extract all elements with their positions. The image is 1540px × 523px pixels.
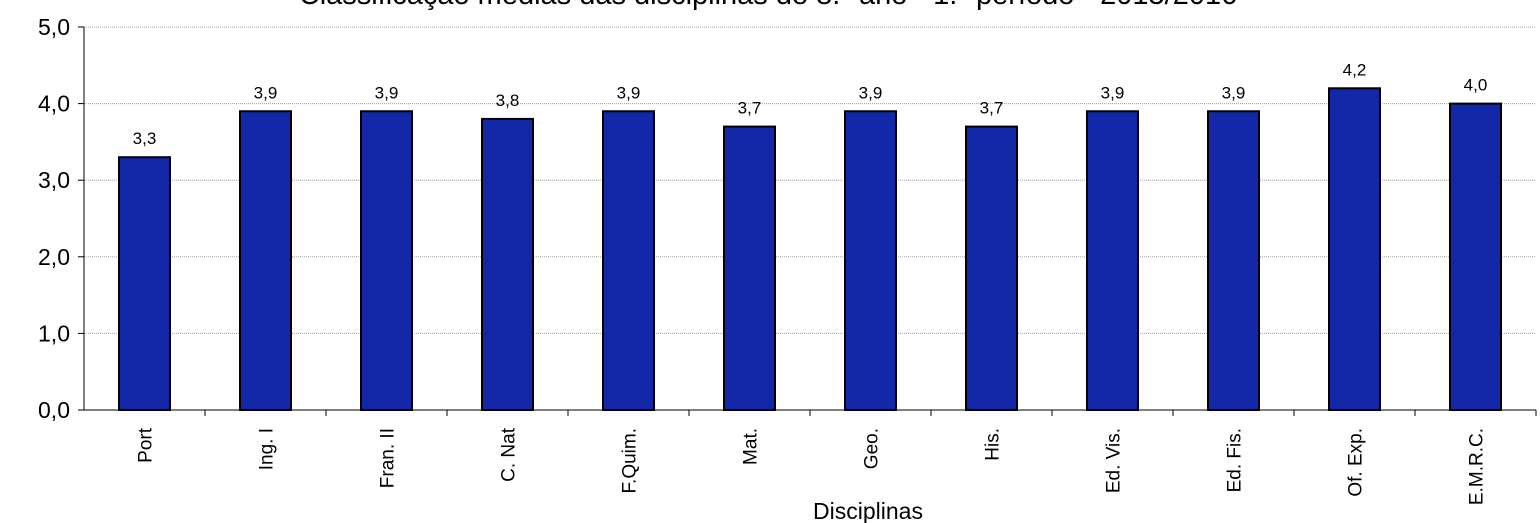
data-label: 3,9 — [859, 83, 883, 102]
x-tick-label: Ing. I — [257, 428, 278, 470]
x-tick-label: Geo. — [862, 428, 883, 469]
bar — [1207, 110, 1260, 411]
x-tick-label: Ed. Fis. — [1225, 428, 1246, 492]
data-label: 3,9 — [254, 83, 278, 102]
bar — [118, 156, 171, 411]
data-label: 3,8 — [496, 91, 520, 110]
bar — [1086, 110, 1139, 411]
x-tick-label: His. — [983, 428, 1004, 461]
data-labels: 3,3 3,9 3,9 3,8 3,9 3,7 3,9 3,7 3,9 3,9 4,2 4,0 — [133, 60, 1488, 148]
data-label: 3,9 — [375, 83, 399, 102]
bar — [723, 125, 776, 412]
data-label: 3,3 — [133, 129, 157, 148]
x-axis: Port Ing. I Fran. II C. Nat F.Quim. Mat. Geo. H… — [84, 409, 1537, 505]
bar — [965, 125, 1018, 412]
chart-title: Classificação médias das disciplinas do … — [299, 0, 1237, 11]
x-tick-label: F.Quim. — [620, 428, 641, 493]
bar — [481, 117, 534, 411]
x-tick-label: E.M.R.C. — [1467, 428, 1488, 505]
x-tick-label: Of. Exp. — [1346, 428, 1367, 497]
bar — [602, 110, 655, 411]
bar — [239, 110, 292, 411]
data-label: 3,7 — [980, 99, 1004, 118]
x-tick-label: Port — [136, 427, 157, 463]
data-label: 3,9 — [1222, 83, 1246, 102]
data-label: 4,2 — [1343, 60, 1367, 79]
y-tick-label: 5,0 — [38, 14, 70, 40]
data-label: 3,9 — [617, 83, 641, 102]
data-label: 4,0 — [1464, 76, 1488, 95]
data-label: 3,7 — [738, 99, 762, 118]
gridlines — [84, 26, 1536, 334]
x-tick-label: C. Nat — [499, 427, 520, 482]
x-tick-label: Mat. — [741, 428, 762, 465]
bar — [1449, 102, 1502, 411]
x-tick-label: Ed. Vis. — [1104, 428, 1125, 493]
x-tick-label: Fran. II — [378, 428, 399, 488]
bar — [844, 110, 897, 411]
y-tick-label: 0,0 — [38, 397, 70, 423]
y-tick-label: 1,0 — [38, 320, 70, 346]
x-axis-title: Disciplinas — [813, 498, 923, 523]
y-tick-label: 2,0 — [38, 244, 70, 270]
data-label: 3,9 — [1101, 83, 1125, 102]
bar — [360, 110, 413, 411]
bars — [118, 87, 1502, 412]
y-axis: 0,0 1,0 2,0 3,0 4,0 5,0 — [38, 14, 85, 423]
y-tick-label: 4,0 — [38, 91, 70, 117]
bar — [1328, 87, 1381, 411]
y-tick-label: 3,0 — [38, 167, 70, 193]
